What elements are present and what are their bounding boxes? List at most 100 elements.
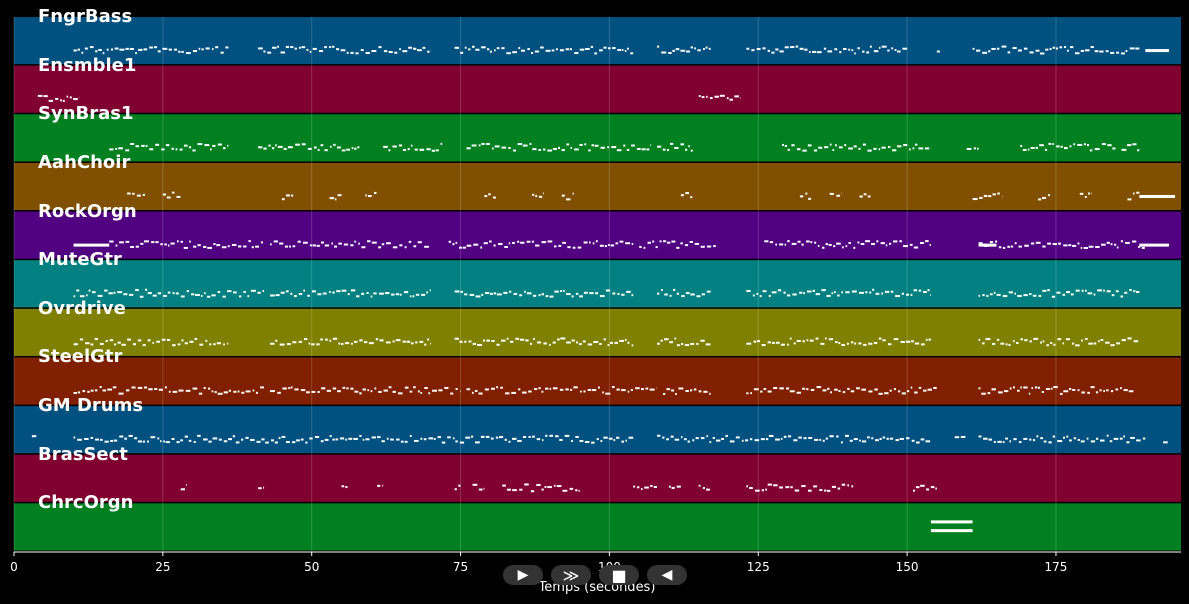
- note: [117, 341, 121, 344]
- note: [681, 295, 685, 298]
- stop-button[interactable]: ■: [599, 565, 639, 585]
- note: [496, 47, 500, 50]
- note: [383, 50, 388, 53]
- play-button[interactable]: ▶: [503, 565, 543, 585]
- note: [701, 96, 705, 99]
- note: [926, 488, 930, 491]
- note: [825, 437, 828, 440]
- note: [174, 48, 178, 51]
- note: [1080, 50, 1085, 53]
- note: [135, 289, 139, 292]
- note: [603, 338, 606, 341]
- note: [107, 388, 112, 391]
- note: [119, 435, 124, 438]
- note: [424, 343, 427, 346]
- note: [388, 386, 392, 389]
- note: [859, 195, 863, 198]
- note: [205, 339, 208, 342]
- note: [626, 290, 631, 293]
- note: [698, 95, 701, 98]
- note: [183, 144, 188, 147]
- note: [203, 438, 208, 441]
- note: [545, 49, 551, 52]
- note: [394, 51, 398, 54]
- note: [562, 489, 568, 492]
- forward-button[interactable]: ≫: [551, 565, 591, 585]
- note: [339, 437, 345, 440]
- note: [695, 437, 699, 440]
- note: [415, 293, 420, 296]
- note: [826, 294, 831, 297]
- note: [989, 241, 994, 244]
- note: [110, 48, 114, 51]
- note: [519, 294, 523, 297]
- note: [882, 339, 886, 342]
- note: [1070, 293, 1074, 296]
- note: [448, 240, 452, 243]
- note: [203, 245, 207, 248]
- note: [1065, 338, 1070, 341]
- note: [367, 195, 372, 198]
- note: [143, 48, 148, 51]
- note: [566, 198, 571, 201]
- note: [172, 344, 176, 347]
- note: [346, 387, 349, 390]
- note: [77, 391, 81, 394]
- note: [721, 437, 725, 440]
- note: [1116, 51, 1120, 54]
- note: [1020, 338, 1024, 341]
- track-lane: [14, 260, 1181, 308]
- note: [541, 439, 544, 442]
- note: [746, 342, 752, 345]
- note: [160, 243, 163, 246]
- note: [84, 47, 88, 50]
- note: [674, 438, 680, 441]
- note: [350, 244, 354, 247]
- note: [492, 147, 494, 150]
- note: [876, 240, 879, 243]
- note: [1001, 45, 1007, 48]
- note: [233, 390, 237, 393]
- note: [464, 293, 468, 296]
- note: [1103, 389, 1105, 392]
- note: [176, 441, 180, 444]
- note: [1110, 344, 1115, 347]
- note: [595, 292, 599, 295]
- note: [1084, 49, 1090, 52]
- note: [532, 294, 537, 297]
- note: [130, 143, 135, 146]
- note: [996, 293, 1001, 296]
- note: [398, 144, 402, 147]
- note: [858, 342, 862, 345]
- note: [905, 340, 911, 343]
- track-label: ChrcOrgn: [38, 492, 134, 514]
- note: [527, 48, 530, 51]
- note: [508, 146, 511, 149]
- note: [290, 46, 294, 49]
- note: [351, 342, 353, 345]
- note: [815, 337, 819, 340]
- note: [118, 392, 124, 395]
- note: [1126, 144, 1132, 147]
- note: [657, 45, 660, 48]
- note: [1163, 441, 1168, 444]
- note: [848, 48, 851, 51]
- note: [416, 49, 422, 52]
- note: [429, 289, 431, 292]
- note: [338, 342, 341, 345]
- note: [857, 241, 860, 244]
- note: [987, 392, 991, 395]
- note: [223, 440, 228, 443]
- note: [619, 240, 624, 243]
- note: [135, 52, 137, 55]
- note: [816, 51, 822, 54]
- note: [388, 149, 391, 152]
- rewind-button[interactable]: ◀: [647, 565, 687, 585]
- note: [204, 144, 210, 147]
- note: [583, 390, 586, 393]
- note: [589, 292, 594, 295]
- note: [608, 243, 610, 246]
- note: [499, 436, 504, 439]
- note: [619, 339, 625, 342]
- note: [157, 437, 160, 440]
